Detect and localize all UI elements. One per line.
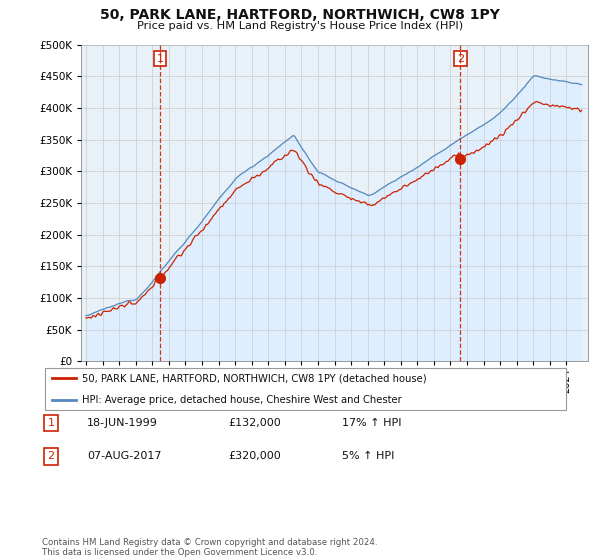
Text: 2: 2 [457,54,464,64]
Text: HPI: Average price, detached house, Cheshire West and Chester: HPI: Average price, detached house, Ches… [82,395,401,405]
Text: 50, PARK LANE, HARTFORD, NORTHWICH, CW8 1PY (detached house): 50, PARK LANE, HARTFORD, NORTHWICH, CW8 … [82,373,426,383]
Text: £132,000: £132,000 [228,418,281,428]
Text: 2: 2 [47,451,55,461]
Text: 07-AUG-2017: 07-AUG-2017 [87,451,161,461]
Text: 1: 1 [47,418,55,428]
Text: 1: 1 [157,54,163,64]
Text: Contains HM Land Registry data © Crown copyright and database right 2024.
This d: Contains HM Land Registry data © Crown c… [42,538,377,557]
Text: 18-JUN-1999: 18-JUN-1999 [87,418,158,428]
Text: 17% ↑ HPI: 17% ↑ HPI [342,418,401,428]
Text: 50, PARK LANE, HARTFORD, NORTHWICH, CW8 1PY: 50, PARK LANE, HARTFORD, NORTHWICH, CW8 … [100,8,500,22]
Text: £320,000: £320,000 [228,451,281,461]
Text: Price paid vs. HM Land Registry's House Price Index (HPI): Price paid vs. HM Land Registry's House … [137,21,463,31]
Text: 5% ↑ HPI: 5% ↑ HPI [342,451,394,461]
FancyBboxPatch shape [44,367,566,410]
